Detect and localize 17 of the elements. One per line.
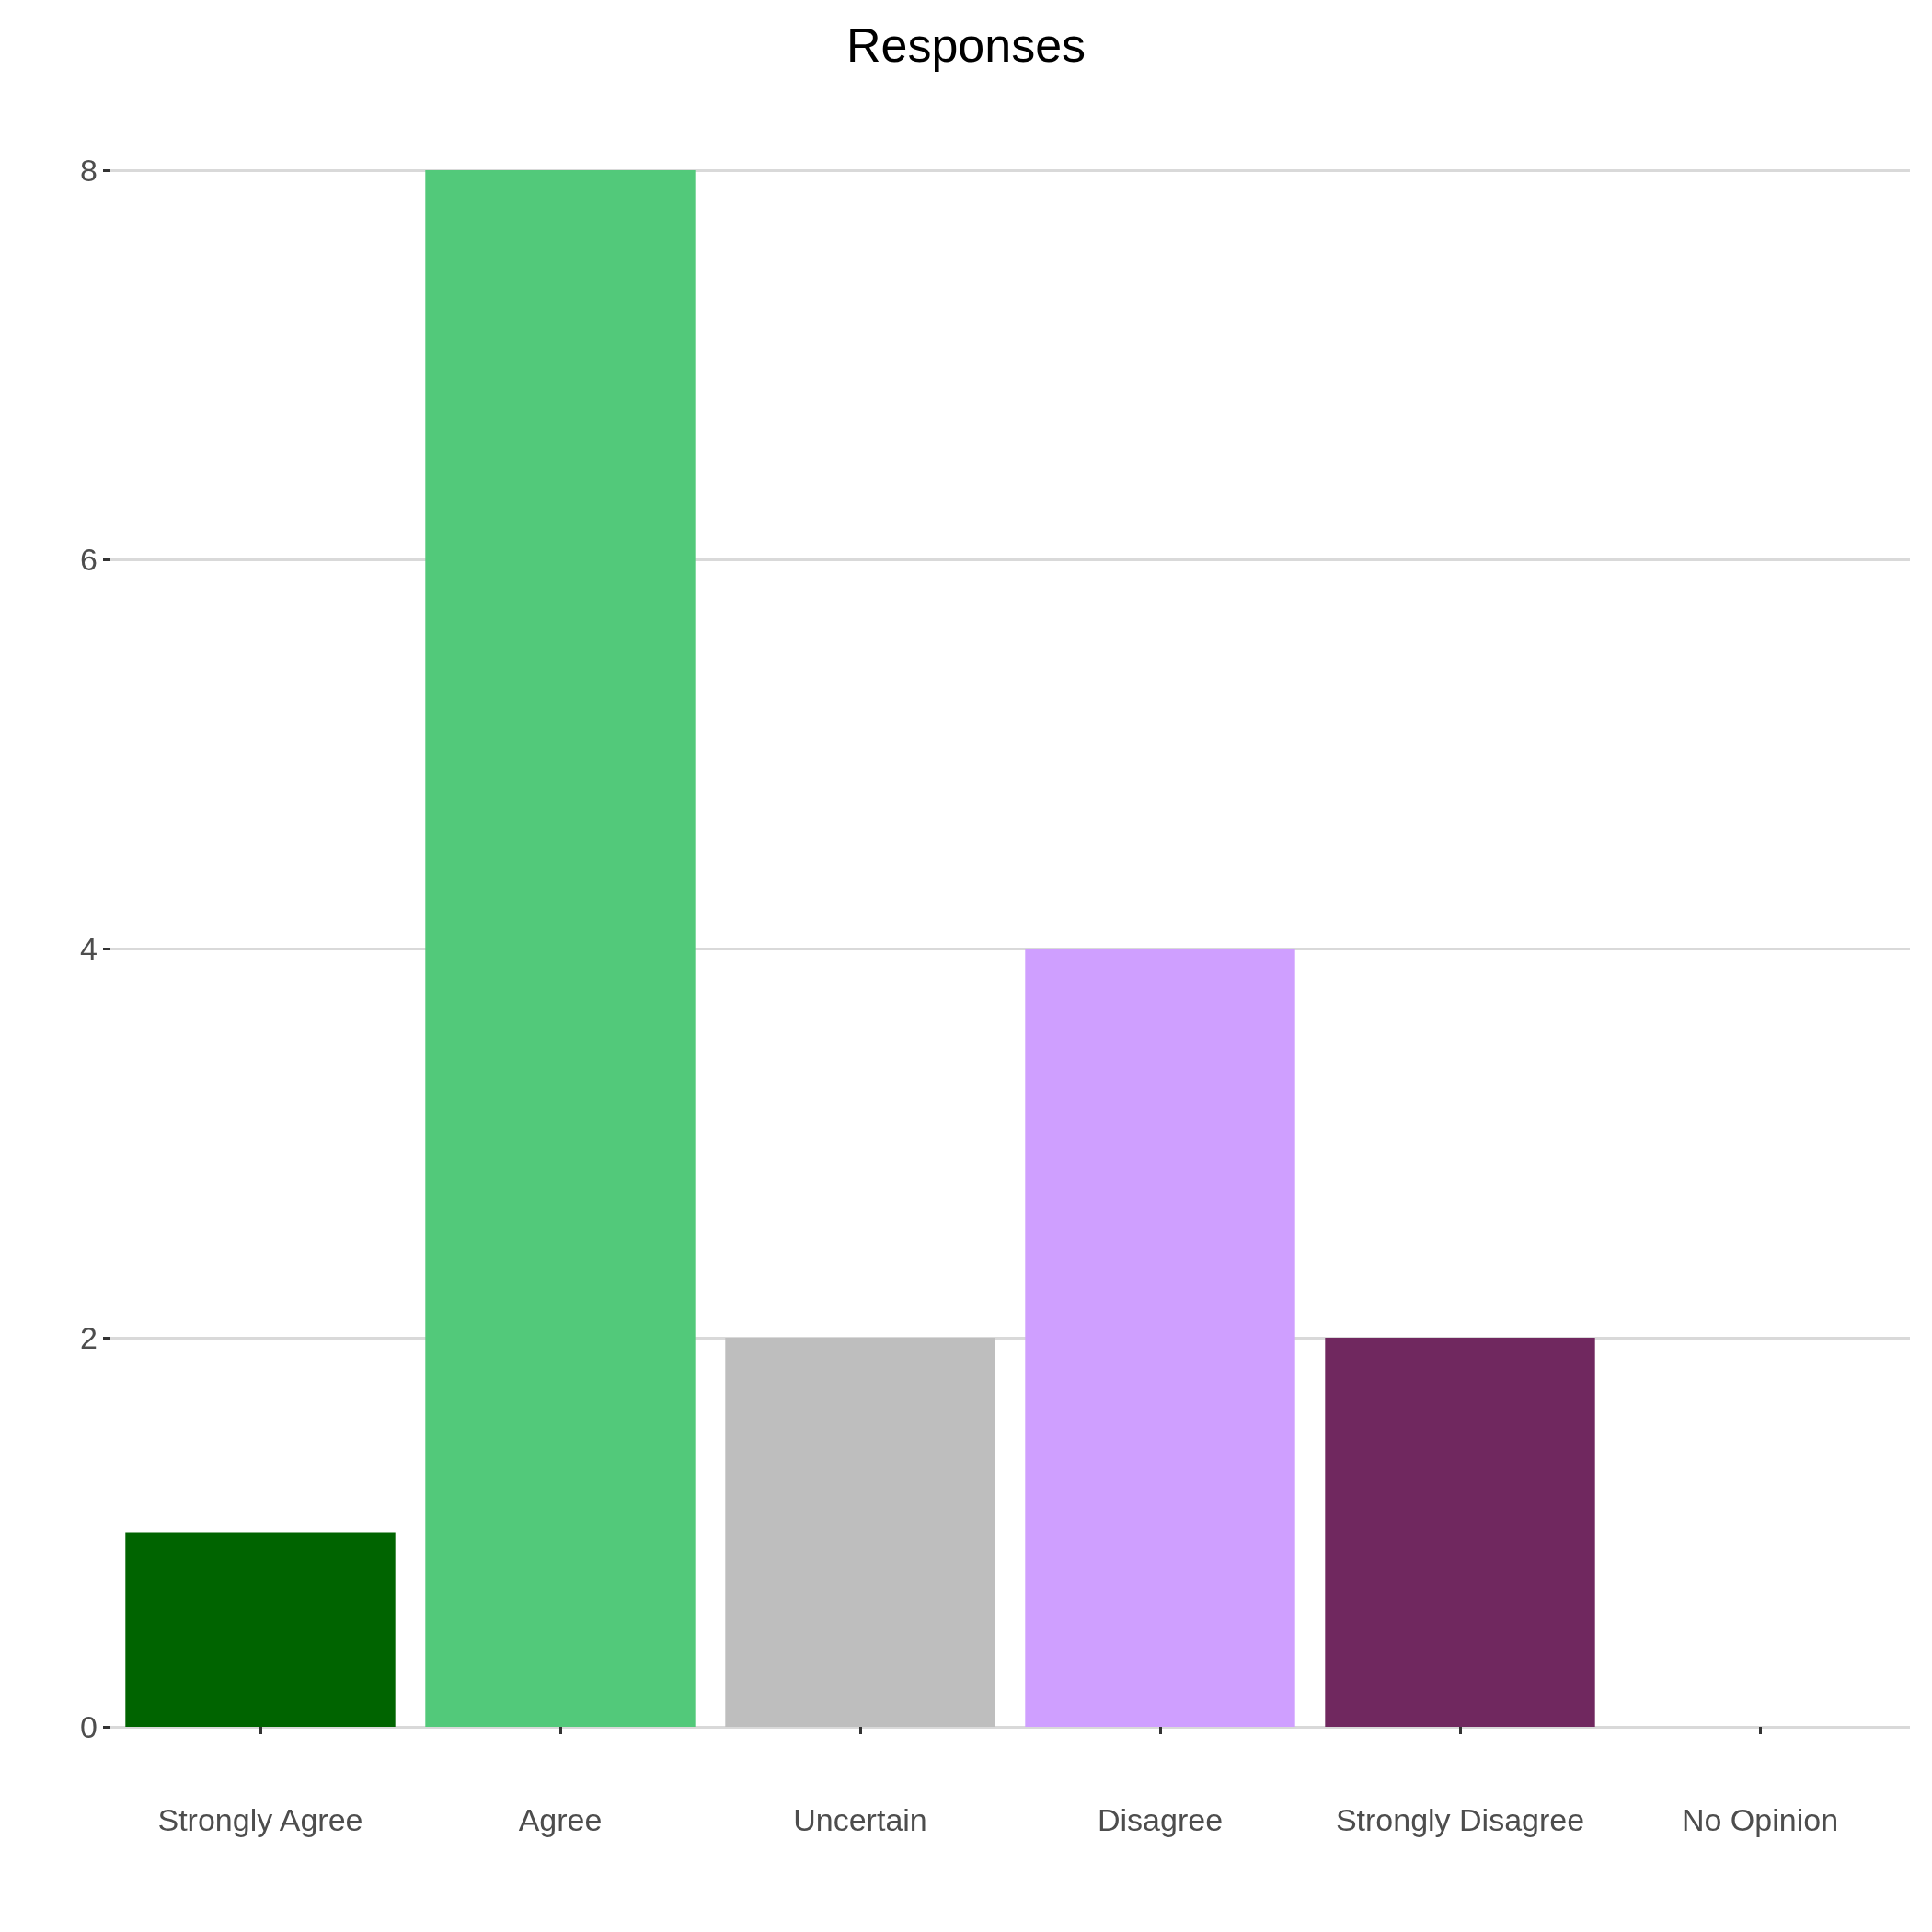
x-tick-label: Uncertain [793,1802,927,1837]
y-tick-label: 0 [80,1709,98,1744]
y-tick-label: 6 [80,542,98,577]
y-tick-label: 2 [80,1320,98,1355]
bar [125,1532,396,1727]
x-tick-label: Agree [518,1802,603,1837]
bar [725,1338,995,1727]
bar [1025,949,1295,1727]
x-tick-label: Strongly Disagree [1335,1802,1585,1837]
chart-title: Responses [845,18,1087,72]
bar [425,170,696,1727]
x-tick-label: No Opinion [1681,1802,1839,1837]
x-tick-label: Disagree [1097,1802,1224,1837]
bar [1325,1338,1595,1727]
y-tick-label: 4 [80,931,98,966]
x-tick-label: Strongly Agree [157,1802,363,1837]
y-tick-label: 8 [80,153,98,188]
